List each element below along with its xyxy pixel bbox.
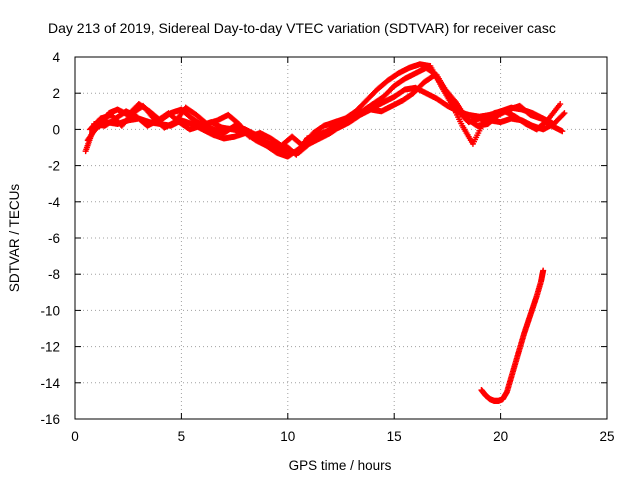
x-axis-label: GPS time / hours xyxy=(289,458,392,473)
y-tick-label: 2 xyxy=(52,86,60,101)
y-tick-label: -4 xyxy=(48,195,60,210)
data-point xyxy=(557,101,564,108)
y-tick-label: -10 xyxy=(40,303,60,318)
chart-title: Day 213 of 2019, Sidereal Day-to-day VTE… xyxy=(48,20,556,36)
x-tick-label: 0 xyxy=(71,429,79,444)
y-tick-label: -2 xyxy=(48,159,60,174)
x-tick-label: 5 xyxy=(178,429,186,444)
y-tick-label: -14 xyxy=(40,376,60,391)
data-point xyxy=(561,110,568,117)
x-tick-label: 15 xyxy=(387,429,402,444)
y-axis-label: SDTVAR / TECUs xyxy=(7,184,22,293)
data-point xyxy=(559,128,566,135)
series-track-b xyxy=(84,64,557,160)
y-tick-label: -6 xyxy=(48,231,60,246)
y-tick-label: -16 xyxy=(40,412,60,427)
axes xyxy=(74,56,608,420)
data-marks xyxy=(82,61,568,404)
x-tick-label: 10 xyxy=(280,429,295,444)
data-point xyxy=(560,111,567,118)
y-tick-label: -12 xyxy=(40,340,60,355)
series-track-d xyxy=(91,72,566,158)
x-tick-label: 20 xyxy=(493,429,508,444)
x-tick-label: 25 xyxy=(599,429,614,444)
y-tick-label: -8 xyxy=(48,267,60,282)
data-point xyxy=(540,267,547,274)
series-track-e xyxy=(478,267,547,404)
y-tick-label: 0 xyxy=(52,122,60,137)
y-tick-label: 4 xyxy=(52,50,60,65)
